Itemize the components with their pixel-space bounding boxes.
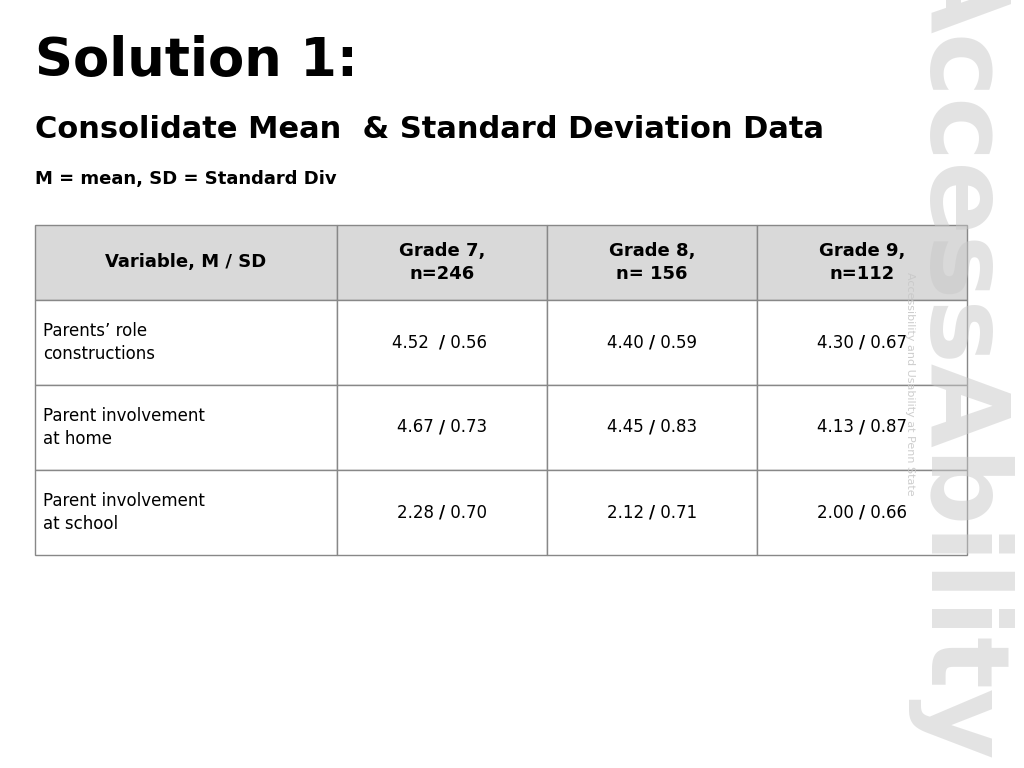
Text: /: / xyxy=(649,504,655,521)
Bar xyxy=(35,225,337,300)
Bar xyxy=(547,470,757,555)
Text: /: / xyxy=(859,504,865,521)
Text: Parent involvement
at home: Parent involvement at home xyxy=(43,407,205,448)
Text: 4.13: 4.13 xyxy=(817,419,859,436)
Text: 4.40: 4.40 xyxy=(607,333,649,352)
Text: 4.30: 4.30 xyxy=(817,333,859,352)
Bar xyxy=(35,300,337,385)
Bar xyxy=(337,470,547,555)
Bar xyxy=(547,385,757,470)
Bar xyxy=(547,300,757,385)
Text: /: / xyxy=(439,333,445,352)
Bar xyxy=(757,385,967,470)
Text: /: / xyxy=(439,504,445,521)
Bar xyxy=(757,300,967,385)
Text: Grade 8,
n= 156: Grade 8, n= 156 xyxy=(608,243,695,283)
Text: 0.71: 0.71 xyxy=(654,504,697,521)
Text: Parents’ role
constructions: Parents’ role constructions xyxy=(43,322,155,363)
Text: 0.59: 0.59 xyxy=(654,333,696,352)
Bar xyxy=(757,225,967,300)
Text: Grade 7,
n=246: Grade 7, n=246 xyxy=(399,243,485,283)
Text: 4.67: 4.67 xyxy=(397,419,439,436)
Text: Solution 1:: Solution 1: xyxy=(35,35,357,87)
Text: /: / xyxy=(439,419,445,436)
Bar xyxy=(35,470,337,555)
Text: Variable, M / SD: Variable, M / SD xyxy=(105,253,266,272)
Bar xyxy=(337,300,547,385)
Text: 4.52: 4.52 xyxy=(392,333,439,352)
Text: 0.66: 0.66 xyxy=(864,504,906,521)
Text: /: / xyxy=(649,419,655,436)
Bar xyxy=(547,225,757,300)
Text: 0.73: 0.73 xyxy=(444,419,487,436)
Bar xyxy=(337,385,547,470)
Text: 0.67: 0.67 xyxy=(864,333,906,352)
Text: Consolidate Mean  & Standard Deviation Data: Consolidate Mean & Standard Deviation Da… xyxy=(35,115,824,144)
Text: /: / xyxy=(649,333,655,352)
Text: Parent involvement
at school: Parent involvement at school xyxy=(43,492,205,533)
Text: Accessibility and Usability at Penn State: Accessibility and Usability at Penn Stat… xyxy=(905,272,915,496)
Text: /: / xyxy=(859,333,865,352)
Bar xyxy=(757,470,967,555)
Text: 0.83: 0.83 xyxy=(654,419,697,436)
Bar xyxy=(35,385,337,470)
Text: 0.87: 0.87 xyxy=(864,419,906,436)
Text: 2.00: 2.00 xyxy=(817,504,859,521)
Text: Grade 9,
n=112: Grade 9, n=112 xyxy=(819,243,905,283)
Text: 2.28: 2.28 xyxy=(397,504,439,521)
Text: 2.12: 2.12 xyxy=(607,504,649,521)
Text: 0.70: 0.70 xyxy=(444,504,486,521)
Text: 4.45: 4.45 xyxy=(607,419,649,436)
Text: M = mean, SD = Standard Div: M = mean, SD = Standard Div xyxy=(35,170,337,188)
Text: AccessAbility: AccessAbility xyxy=(907,0,1013,760)
Text: 0.56: 0.56 xyxy=(444,333,486,352)
Bar xyxy=(337,225,547,300)
Text: /: / xyxy=(859,419,865,436)
